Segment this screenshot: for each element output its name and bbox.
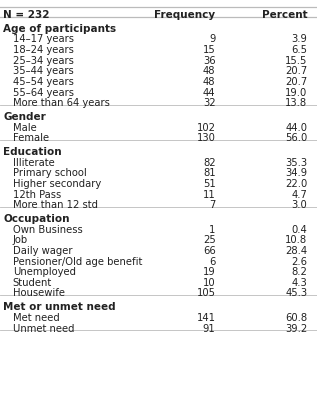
Text: 39.2: 39.2	[285, 324, 307, 334]
Text: Daily wager: Daily wager	[13, 246, 72, 256]
Text: 10.8: 10.8	[285, 235, 307, 245]
Text: 3.0: 3.0	[292, 200, 307, 210]
Text: 19.0: 19.0	[285, 87, 307, 97]
Text: 6.5: 6.5	[292, 45, 307, 55]
Text: Unemployed: Unemployed	[13, 267, 76, 277]
Text: 7: 7	[209, 200, 216, 210]
Text: More than 12 std: More than 12 std	[13, 200, 98, 210]
Text: Housewife: Housewife	[13, 288, 65, 298]
Text: 55–64 years: 55–64 years	[13, 87, 74, 97]
Text: Gender: Gender	[3, 112, 46, 122]
Text: Met need: Met need	[13, 313, 59, 323]
Text: Met or unmet need: Met or unmet need	[3, 302, 116, 312]
Text: 10: 10	[203, 278, 216, 288]
Text: 13.8: 13.8	[285, 98, 307, 108]
Text: 45.3: 45.3	[285, 288, 307, 298]
Text: N = 232: N = 232	[3, 10, 50, 20]
Text: 28.4: 28.4	[285, 246, 307, 256]
Text: Job: Job	[13, 235, 28, 245]
Text: Occupation: Occupation	[3, 214, 70, 224]
Text: 2.6: 2.6	[292, 257, 307, 267]
Text: 44: 44	[203, 87, 216, 97]
Text: 15: 15	[203, 45, 216, 55]
Text: 11: 11	[203, 190, 216, 200]
Text: 9: 9	[209, 34, 216, 45]
Text: 1: 1	[209, 225, 216, 235]
Text: 3.9: 3.9	[292, 34, 307, 45]
Text: 14–17 years: 14–17 years	[13, 34, 74, 45]
Text: 19: 19	[203, 267, 216, 277]
Text: Female: Female	[13, 133, 49, 143]
Text: 48: 48	[203, 77, 216, 87]
Text: 35–44 years: 35–44 years	[13, 66, 74, 76]
Text: 44.0: 44.0	[286, 123, 307, 133]
Text: 4.3: 4.3	[292, 278, 307, 288]
Text: Higher secondary: Higher secondary	[13, 179, 101, 189]
Text: Male: Male	[13, 123, 36, 133]
Text: Frequency: Frequency	[154, 10, 216, 20]
Text: Illiterate: Illiterate	[13, 158, 55, 168]
Text: 60.8: 60.8	[285, 313, 307, 323]
Text: 36: 36	[203, 56, 216, 66]
Text: 6: 6	[209, 257, 216, 267]
Text: 32: 32	[203, 98, 216, 108]
Text: More than 64 years: More than 64 years	[13, 98, 110, 108]
Text: 12th Pass: 12th Pass	[13, 190, 61, 200]
Text: 81: 81	[203, 168, 216, 178]
Text: 56.0: 56.0	[285, 133, 307, 143]
Text: Education: Education	[3, 147, 62, 157]
Text: 51: 51	[203, 179, 216, 189]
Text: 8.2: 8.2	[292, 267, 307, 277]
Text: Student: Student	[13, 278, 52, 288]
Text: 18–24 years: 18–24 years	[13, 45, 74, 55]
Text: 25–34 years: 25–34 years	[13, 56, 74, 66]
Text: 34.9: 34.9	[285, 168, 307, 178]
Text: 20.7: 20.7	[285, 77, 307, 87]
Text: 102: 102	[197, 123, 216, 133]
Text: 82: 82	[203, 158, 216, 168]
Text: 0.4: 0.4	[292, 225, 307, 235]
Text: 91: 91	[203, 324, 216, 334]
Text: 130: 130	[197, 133, 216, 143]
Text: Percent: Percent	[262, 10, 307, 20]
Text: 45–54 years: 45–54 years	[13, 77, 74, 87]
Text: 4.7: 4.7	[292, 190, 307, 200]
Text: 48: 48	[203, 66, 216, 76]
Text: 66: 66	[203, 246, 216, 256]
Text: Primary school: Primary school	[13, 168, 87, 178]
Text: 15.5: 15.5	[285, 56, 307, 66]
Text: 25: 25	[203, 235, 216, 245]
Text: Own Business: Own Business	[13, 225, 82, 235]
Text: 22.0: 22.0	[285, 179, 307, 189]
Text: 20.7: 20.7	[285, 66, 307, 76]
Text: 105: 105	[197, 288, 216, 298]
Text: Unmet need: Unmet need	[13, 324, 74, 334]
Text: 141: 141	[197, 313, 216, 323]
Text: Pensioner/Old age benefit: Pensioner/Old age benefit	[13, 257, 142, 267]
Text: Age of participants: Age of participants	[3, 24, 116, 34]
Text: 35.3: 35.3	[285, 158, 307, 168]
